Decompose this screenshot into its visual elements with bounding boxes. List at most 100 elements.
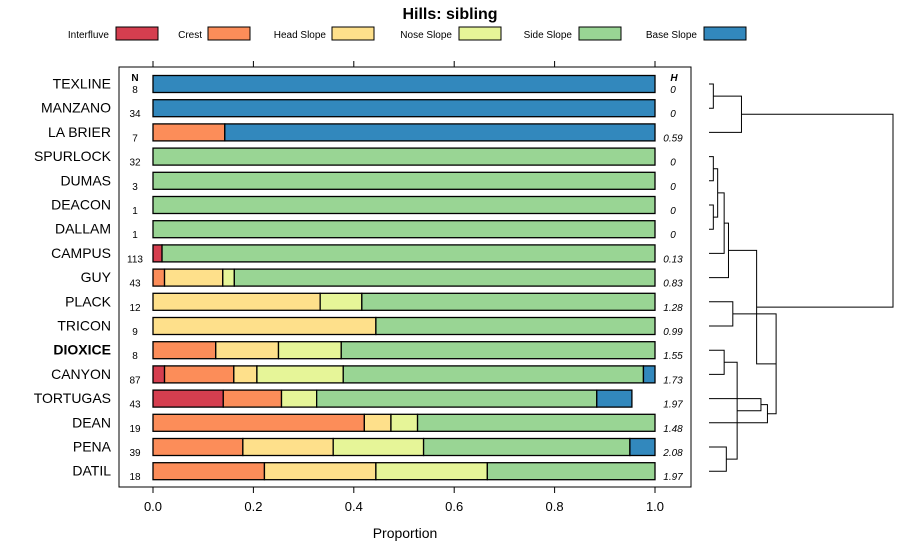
row-label: DEAN bbox=[72, 414, 111, 430]
bar-segment-head-slope bbox=[263, 462, 377, 481]
dendrogram-link bbox=[713, 168, 719, 218]
bar-segment-nose-slope bbox=[390, 413, 419, 432]
legend-swatch-nose-slope bbox=[458, 26, 502, 41]
x-tick-label: 1.0 bbox=[646, 499, 664, 514]
bar-segment-nose-slope bbox=[319, 292, 363, 311]
n-value: 43 bbox=[129, 400, 141, 411]
n-value: 12 bbox=[129, 303, 141, 314]
dendrogram-link bbox=[709, 192, 725, 254]
row-label: PLACK bbox=[65, 293, 112, 309]
h-column-header: H bbox=[670, 73, 678, 84]
row-label: LA BRIER bbox=[48, 124, 111, 140]
legend-label-head-slope: Head Slope bbox=[274, 30, 327, 41]
bar-segment-side-slope bbox=[152, 220, 656, 239]
bar-segment-base-slope bbox=[152, 74, 656, 94]
h-value: 0 bbox=[670, 182, 676, 193]
x-tick-label: 0.4 bbox=[345, 499, 363, 514]
bar-segment-base-slope bbox=[642, 365, 656, 384]
row-label: CANYON bbox=[51, 366, 111, 382]
bar-segment-side-slope bbox=[375, 316, 656, 336]
h-value: 1.97 bbox=[663, 400, 683, 411]
row-label: DUMAS bbox=[60, 172, 111, 188]
row-label: DATIL bbox=[72, 463, 111, 479]
plot-panel bbox=[118, 66, 692, 488]
bar-segment-side-slope bbox=[422, 437, 631, 457]
bar-segment-interfluve bbox=[152, 389, 224, 408]
n-value: 19 bbox=[129, 424, 141, 435]
h-value: 2.08 bbox=[662, 448, 683, 459]
dendrogram-link bbox=[724, 361, 738, 460]
bar-segment-interfluve bbox=[152, 365, 166, 384]
n-value: 18 bbox=[129, 472, 141, 483]
x-tick-label: 0.8 bbox=[546, 499, 564, 514]
h-value: 1.97 bbox=[663, 472, 683, 483]
bar-segment-base-slope bbox=[224, 123, 656, 142]
h-value: 0 bbox=[670, 109, 676, 120]
n-value: 39 bbox=[129, 448, 141, 459]
bar-segment-side-slope bbox=[361, 292, 656, 311]
bar-segment-side-slope bbox=[486, 462, 656, 481]
bar-segment-crest bbox=[152, 341, 217, 360]
n-value: 113 bbox=[127, 254, 143, 265]
n-value: 8 bbox=[132, 85, 138, 96]
bar-segment-base-slope bbox=[596, 389, 633, 408]
n-value: 32 bbox=[129, 158, 141, 169]
dendrogram-link bbox=[709, 204, 714, 230]
legend-label-base-slope: Base Slope bbox=[646, 30, 698, 41]
bar-segment-crest bbox=[152, 437, 244, 457]
dendrogram-link bbox=[709, 404, 768, 424]
legend-swatch-head-slope bbox=[331, 26, 375, 41]
x-tick-label: 0.6 bbox=[445, 499, 463, 514]
dendrogram-link bbox=[709, 398, 762, 412]
n-value: 9 bbox=[132, 327, 138, 338]
legend-label-side-slope: Side Slope bbox=[524, 30, 573, 41]
h-value: 0.13 bbox=[663, 254, 683, 265]
bar-segment-crest bbox=[152, 413, 365, 432]
chart-title: Hills: sibling bbox=[402, 6, 497, 23]
bar-segment-side-slope bbox=[152, 171, 656, 190]
dendrogram-link bbox=[732, 313, 777, 415]
bar-segment-nose-slope bbox=[277, 341, 342, 360]
row-label: CAMPUS bbox=[51, 245, 111, 261]
dendrogram-link bbox=[709, 83, 714, 109]
legend-swatch-side-slope bbox=[578, 26, 622, 41]
bar-segment-side-slope bbox=[340, 341, 656, 360]
n-value: 7 bbox=[132, 133, 138, 144]
x-tick-label: 0.0 bbox=[144, 499, 162, 514]
h-value: 1.55 bbox=[663, 351, 683, 362]
bar-segment-side-slope bbox=[152, 195, 656, 215]
bar-segment-side-slope bbox=[152, 147, 656, 166]
bar-segment-crest bbox=[222, 389, 283, 408]
h-value: 0 bbox=[670, 206, 676, 217]
bar-segment-crest bbox=[152, 268, 166, 287]
row-label: TEXLINE bbox=[53, 76, 111, 92]
n-value: 87 bbox=[129, 375, 141, 386]
row-label: DIOXICE bbox=[53, 342, 111, 358]
bar-segment-head-slope bbox=[242, 437, 334, 457]
row-label: SPURLOCK bbox=[34, 148, 112, 164]
bar-segment-side-slope bbox=[342, 365, 645, 384]
n-column-header: N bbox=[131, 73, 138, 84]
bar-segment-nose-slope bbox=[332, 437, 425, 457]
h-value: 1.73 bbox=[663, 375, 683, 386]
bar-segment-base-slope bbox=[152, 99, 656, 118]
bar-segment-side-slope bbox=[233, 268, 656, 287]
n-value: 43 bbox=[129, 279, 141, 290]
row-label: TRICON bbox=[57, 318, 111, 334]
row-label: TORTUGAS bbox=[34, 390, 111, 406]
bar-segment-head-slope bbox=[152, 292, 321, 311]
h-value: 0.99 bbox=[663, 327, 683, 338]
h-value: 0 bbox=[670, 158, 676, 169]
n-value: 1 bbox=[132, 230, 138, 241]
legend-label-interfluve: Interfluve bbox=[68, 30, 110, 41]
bar-segment-crest bbox=[152, 462, 266, 481]
legend-swatch-crest bbox=[207, 26, 251, 41]
row-label: DALLAM bbox=[55, 221, 111, 237]
bar-segment-nose-slope bbox=[280, 389, 318, 408]
bar-segment-nose-slope bbox=[375, 462, 488, 481]
dendrogram-link bbox=[709, 222, 729, 279]
legend-swatch-interfluve bbox=[115, 26, 159, 41]
bar-segment-crest bbox=[163, 365, 235, 384]
n-value: 1 bbox=[132, 206, 138, 217]
